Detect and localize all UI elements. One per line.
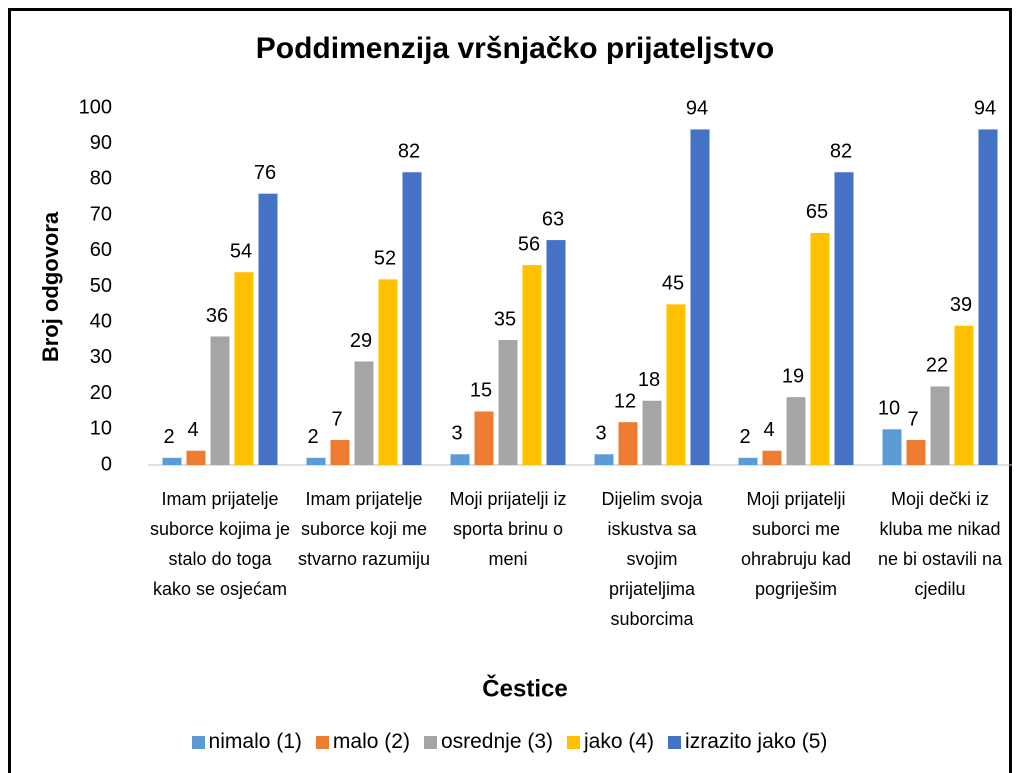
- data-label: 82: [398, 141, 420, 163]
- bar: [234, 272, 254, 465]
- y-tick-label: 0: [101, 453, 112, 475]
- data-label: 56: [518, 233, 540, 255]
- legend-swatch: [423, 735, 437, 749]
- bar: [306, 457, 326, 465]
- legend-swatch: [567, 735, 581, 749]
- y-tick-label: 10: [90, 418, 112, 440]
- bar: [666, 304, 686, 465]
- y-axis-title: Broj odgovora: [38, 211, 63, 362]
- data-label: 45: [662, 273, 684, 295]
- legend-item: osrednje (3): [423, 730, 554, 754]
- data-label: 94: [686, 98, 708, 120]
- bar: [330, 440, 350, 465]
- data-label: 2: [739, 426, 750, 448]
- bar: [498, 340, 518, 465]
- legend-label: osrednje (3): [440, 730, 554, 753]
- bar: [402, 172, 422, 465]
- data-label: 2: [163, 426, 174, 448]
- data-label: 36: [206, 305, 228, 327]
- data-label: 29: [350, 330, 372, 352]
- data-label: 19: [782, 365, 804, 387]
- data-label: 3: [451, 423, 462, 445]
- bar: [762, 450, 782, 465]
- y-tick-label: 100: [79, 96, 112, 118]
- data-label: 3: [595, 423, 606, 445]
- data-label: 82: [830, 141, 852, 163]
- data-label: 52: [374, 248, 396, 270]
- bar: [690, 129, 710, 466]
- data-label: 7: [331, 408, 342, 430]
- bar: [162, 457, 182, 465]
- y-tick-label: 90: [90, 132, 112, 154]
- y-tick-label: 60: [90, 239, 112, 261]
- bar: [930, 386, 950, 465]
- bar: [378, 279, 398, 465]
- y-tick-label: 70: [90, 203, 112, 225]
- legend-label: jako (4): [584, 730, 655, 753]
- data-label: 2: [307, 426, 318, 448]
- bar: [474, 411, 494, 465]
- data-label: 39: [950, 294, 972, 316]
- x-tick-label: Moji prijatelji iz sporta brinu o meni: [449, 489, 567, 569]
- bar: [258, 193, 278, 465]
- legend-swatch: [668, 735, 682, 749]
- bar: [522, 265, 542, 465]
- data-label: 4: [187, 419, 198, 441]
- legend-item: izrazito jako (5): [668, 730, 827, 754]
- bar: [546, 240, 566, 465]
- data-label: 18: [638, 369, 660, 391]
- y-tick-label: 50: [90, 275, 112, 297]
- legend-swatch: [315, 735, 329, 749]
- legend-item: jako (4): [567, 730, 654, 754]
- data-label: 54: [230, 241, 252, 263]
- data-label: 4: [763, 419, 774, 441]
- legend-swatch: [191, 735, 205, 749]
- data-label: 76: [254, 162, 276, 184]
- legend-label: izrazito jako (5): [685, 730, 828, 753]
- x-tick-label: Imam prijatelje suborce kojima je stalo …: [149, 489, 291, 599]
- bar: [738, 457, 758, 465]
- bar: [834, 172, 854, 465]
- x-axis-title: Čestice: [482, 674, 567, 702]
- data-label: 7: [907, 408, 918, 430]
- data-label: 15: [470, 380, 492, 402]
- bar: [450, 454, 470, 465]
- legend: nimalo (1) malo (2) osrednje (3) jako (4) iz…: [0, 730, 1019, 754]
- legend-item: malo (2): [315, 730, 410, 754]
- bar: [810, 232, 830, 465]
- bar: [906, 440, 926, 465]
- legend-item: nimalo (1): [191, 730, 302, 754]
- bar: [210, 336, 230, 465]
- data-label: 35: [494, 308, 516, 330]
- x-tick-label: Imam prijatelje suborce koji me stvarno …: [297, 489, 431, 569]
- bar: [786, 397, 806, 465]
- bar: [882, 429, 902, 465]
- data-label: 22: [926, 355, 948, 377]
- bar: [954, 325, 974, 465]
- x-tick-label: Moji prijatelji suborci me ohrabruju kad…: [740, 489, 852, 599]
- bar: [618, 422, 638, 465]
- bar: [594, 454, 614, 465]
- y-tick-label: 80: [90, 168, 112, 190]
- legend-label: nimalo (1): [208, 730, 302, 753]
- data-label: 10: [878, 398, 900, 420]
- y-tick-label: 30: [90, 346, 112, 368]
- bar: [354, 361, 374, 465]
- bar: [642, 400, 662, 465]
- y-tick-label: 20: [90, 382, 112, 404]
- y-tick-label: 40: [90, 310, 112, 332]
- bar: [186, 450, 206, 465]
- data-label: 65: [806, 201, 828, 223]
- frame: [8, 8, 1012, 773]
- data-label: 63: [542, 208, 564, 230]
- chart-title: Poddimenzija vršnjačko prijateljstvo: [256, 32, 775, 65]
- bar: [978, 129, 998, 466]
- x-tick-label: Moji dečki iz kluba me nikad ne bi ostav…: [877, 489, 1003, 599]
- data-label: 12: [614, 390, 636, 412]
- x-tick-label: Dijelim svoja iskustva sa svojim prijate…: [601, 489, 703, 629]
- data-label: 94: [974, 98, 996, 120]
- legend-label: malo (2): [332, 730, 410, 753]
